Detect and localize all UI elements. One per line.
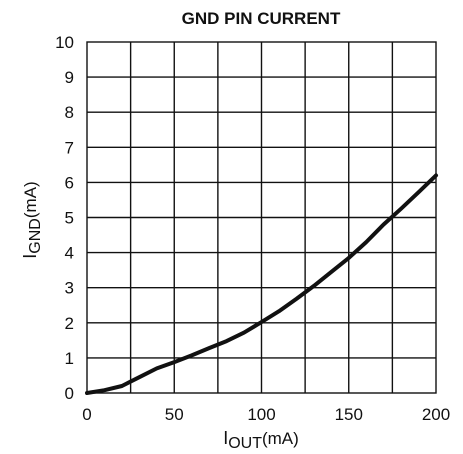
chart-title: GND PIN CURRENT [182,9,341,28]
x-axis-label-main: I [223,428,228,448]
y-tick-labels: 0 1 2 3 4 5 6 7 8 9 10 [55,33,74,403]
y-axis-label-sub: GND [27,218,44,254]
y-tick-label: 7 [65,138,74,157]
y-tick-label: 2 [65,314,74,333]
y-tick-label: 10 [55,33,74,52]
y-axis-label-unit: (mA) [21,181,40,218]
x-axis-label-unit: (mA) [262,429,299,448]
x-tick-labels: 0 50 100 150 200 [82,405,450,424]
y-tick-label: 8 [65,103,74,122]
x-tick-label: 0 [82,405,91,424]
y-tick-label: 1 [65,349,74,368]
y-axis-label-main: I [20,254,40,259]
x-tick-label: 200 [422,405,450,424]
y-tick-label: 3 [65,279,74,298]
y-tick-label: 9 [65,68,74,87]
x-tick-label: 100 [247,405,275,424]
x-axis-label-sub: OUT [228,435,262,452]
y-tick-label: 5 [65,209,74,228]
x-tick-label: 150 [335,405,363,424]
plot-grid [86,41,437,394]
series-line-gnd-current [85,173,438,395]
x-tick-label: 50 [165,405,184,424]
y-tick-label: 4 [65,244,74,263]
x-axis-label: IOUT(mA) [223,428,299,452]
y-tick-label: 6 [65,173,74,192]
y-tick-label: 0 [65,384,74,403]
y-axis-label: IGND(mA) [20,181,44,258]
series-layer [85,173,438,395]
